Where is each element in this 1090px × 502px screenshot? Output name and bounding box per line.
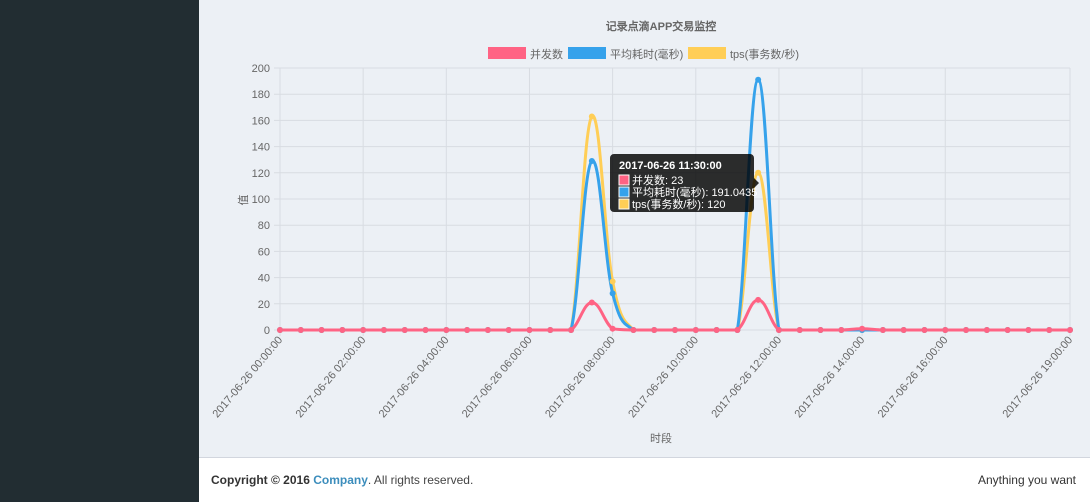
data-point: [297, 327, 304, 333]
tooltip-line: tps(事务数/秒): 120: [632, 197, 726, 211]
x-tick-label: 2017-06-26 00:00:00: [210, 334, 285, 420]
x-tick-label: 2017-06-26 02:00:00: [294, 334, 369, 420]
tooltip-box: [610, 154, 759, 212]
data-point: [277, 327, 283, 333]
data-point: [484, 327, 491, 333]
y-axis-label: 值: [237, 195, 250, 206]
data-point: [588, 158, 595, 165]
data-point: [755, 169, 762, 176]
data-point: [1004, 327, 1011, 333]
main-content: 记录点滴APP交易监控并发数 平均耗时(毫秒) tps(事务数/秒) 0 20 40 60 8…: [199, 0, 1090, 457]
data-point: [713, 327, 720, 333]
data-point: [755, 76, 762, 83]
y-tick-label: 0: [264, 325, 270, 337]
tooltip-swatch: [618, 198, 630, 210]
tooltip-title: 2017-06-26 11:30:00: [619, 160, 722, 172]
y-tick-label: 200: [252, 63, 270, 75]
data-point: [526, 327, 533, 333]
y-tick-label: 140: [252, 142, 270, 154]
data-point: [692, 327, 699, 333]
x-tick-label: 2017-06-26 19:00:00: [1000, 334, 1075, 420]
data-point: [568, 327, 575, 333]
chart-title: 记录点滴APP交易监控: [606, 19, 717, 33]
data-point: [630, 327, 637, 333]
data-point: [588, 113, 595, 120]
y-tick-label: 160: [252, 115, 270, 127]
y-tick-label: 180: [252, 89, 270, 101]
tooltip-line: 平均耗时(毫秒): 191.0435: [632, 185, 757, 199]
x-tick-label: 2017-06-26 10:00:00: [626, 334, 701, 420]
copyright-prefix: Copyright © 2016: [211, 473, 310, 487]
data-point: [464, 327, 471, 333]
x-axis-label: 时段: [650, 431, 672, 445]
legend-label: tps(事务数/秒): [730, 47, 799, 61]
x-tick-label: 2017-06-26 16:00:00: [876, 334, 951, 420]
data-point: [1025, 327, 1032, 333]
data-point: [360, 327, 367, 333]
data-point: [422, 327, 429, 333]
y-tick-label: 80: [258, 220, 270, 232]
series-line: [280, 114, 1070, 332]
x-tick-label: 2017-06-26 08:00:00: [543, 334, 618, 420]
data-point: [755, 296, 762, 303]
tooltip-line: 并发数: 23: [632, 173, 683, 187]
y-tick-label: 120: [252, 168, 270, 180]
y-tick-label: 40: [258, 273, 270, 285]
sidebar: [0, 0, 199, 502]
data-point: [734, 327, 741, 333]
data-point: [1046, 327, 1053, 333]
data-point: [963, 327, 970, 333]
legend-swatch: [688, 47, 726, 59]
data-point: [983, 327, 990, 333]
y-tick-label: 60: [258, 246, 270, 258]
data-point: [609, 278, 616, 285]
data-point: [401, 327, 408, 333]
footer-right-text: Anything you want: [977, 473, 1076, 487]
data-point: [339, 327, 346, 333]
data-point: [672, 327, 678, 333]
data-point: [900, 327, 907, 333]
company-link[interactable]: Company: [313, 473, 368, 487]
data-point: [443, 327, 450, 333]
data-point: [817, 327, 824, 333]
x-tick-label: 2017-06-26 06:00:00: [460, 334, 535, 420]
data-point: [651, 327, 658, 333]
tooltip-swatch: [618, 186, 630, 198]
data-point: [775, 327, 782, 333]
y-tick-label: 100: [252, 194, 270, 206]
data-point: [609, 325, 616, 332]
tooltip-swatch: [618, 174, 630, 186]
data-point: [609, 290, 616, 297]
x-tick-label: 2017-06-26 04:00:00: [377, 334, 452, 420]
data-point: [859, 325, 866, 332]
data-point: [505, 327, 512, 333]
data-point: [318, 327, 325, 333]
legend-label: 并发数: [530, 47, 563, 61]
legend-item: 并发数: [488, 47, 563, 61]
legend-item: tps(事务数/秒): [688, 47, 799, 61]
footer-copyright: Copyright © 2016 Company. All rights res…: [211, 473, 473, 487]
x-tick-label: 2017-06-26 14:00:00: [793, 334, 868, 420]
data-point: [588, 299, 595, 306]
data-point: [942, 327, 949, 333]
series-line: [280, 298, 1070, 332]
data-point: [796, 327, 803, 333]
copyright-rights: . All rights reserved.: [367, 473, 474, 487]
data-point: [838, 327, 845, 333]
legend-swatch: [488, 47, 526, 59]
y-tick-label: 20: [258, 299, 270, 311]
data-point: [547, 327, 554, 333]
legend-label: 平均耗时(毫秒): [610, 47, 683, 61]
data-point: [380, 327, 387, 333]
data-point: [1067, 327, 1073, 333]
data-point: [879, 327, 886, 333]
data-point: [921, 327, 928, 333]
legend-item: 平均耗时(毫秒): [568, 47, 683, 61]
x-tick-label: 2017-06-26 12:00:00: [709, 334, 784, 420]
footer: Copyright © 2016 Company. All rights res…: [199, 457, 1090, 502]
legend-swatch: [568, 47, 606, 59]
